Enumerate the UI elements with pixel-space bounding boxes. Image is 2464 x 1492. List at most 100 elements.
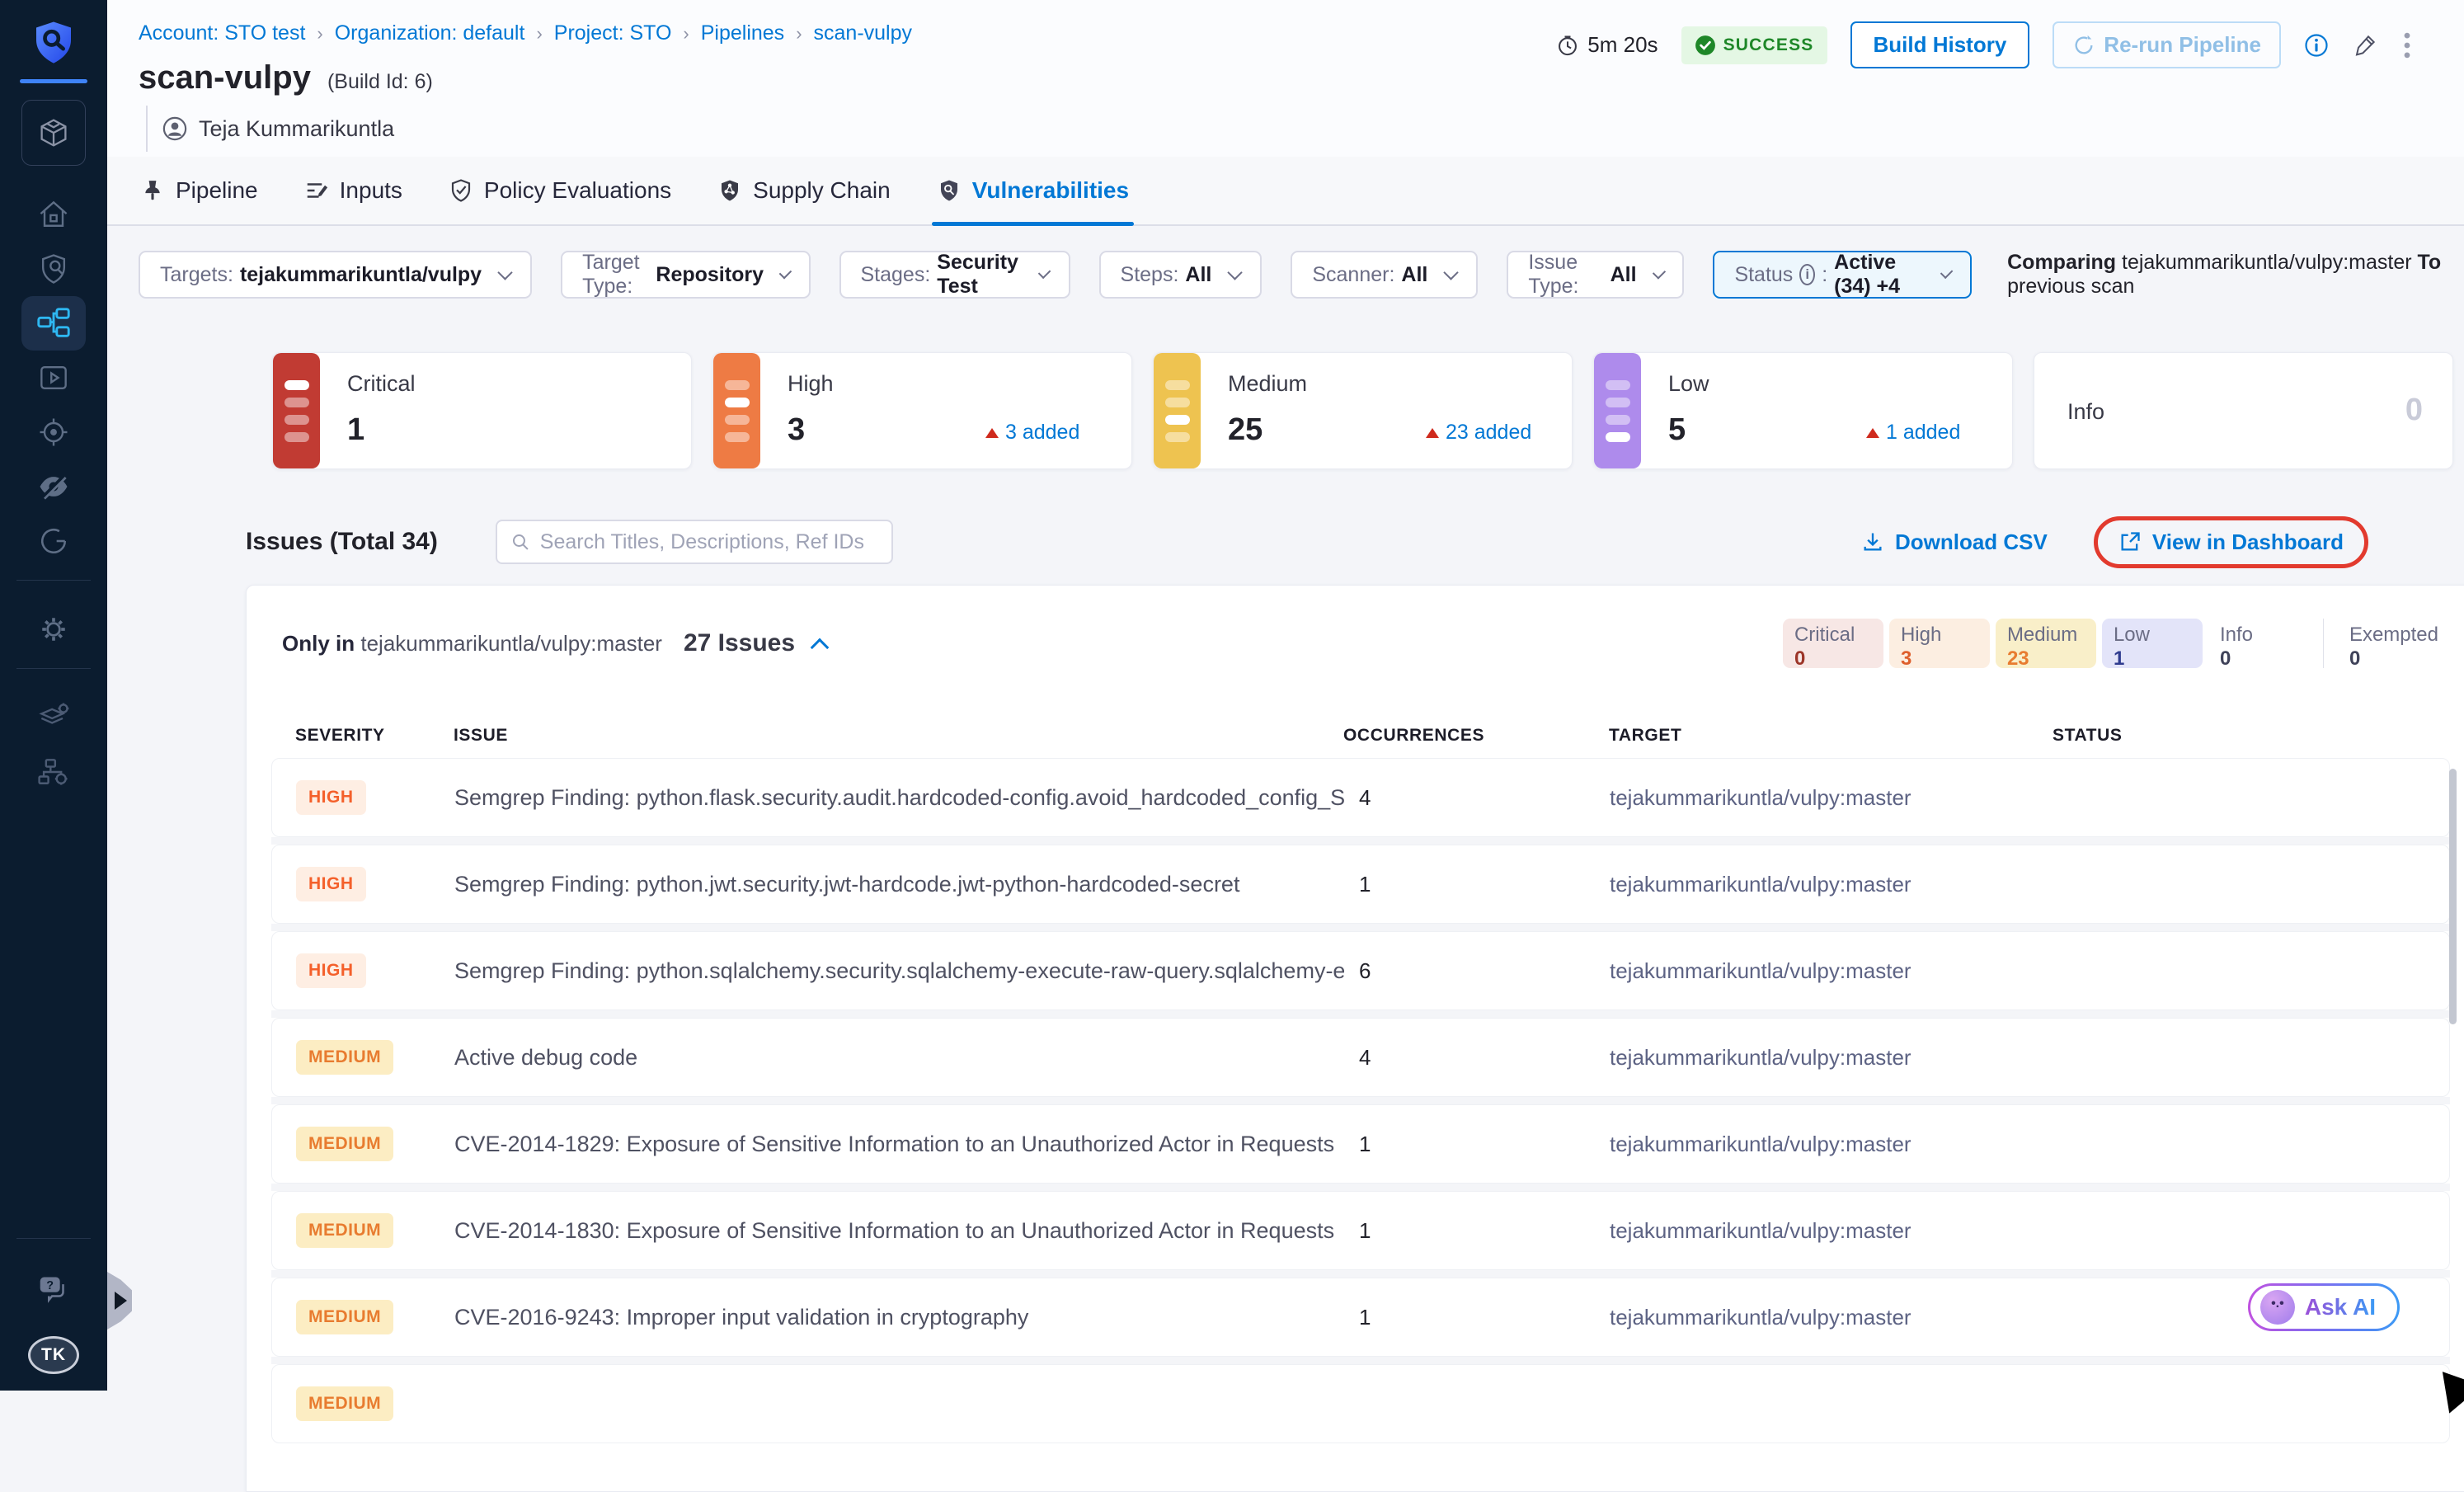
medium-added-link[interactable]: 23 added (1426, 421, 1531, 445)
download-csv-button[interactable]: Download CSV (1861, 529, 2048, 555)
issues-search[interactable] (495, 520, 893, 564)
issues-toolbar: Issues (Total 34) Download CSV View in D… (139, 515, 2369, 568)
severity-card-low[interactable]: Low 5 1 added (1593, 352, 2013, 469)
refresh-icon (2075, 35, 2093, 54)
high-added-link[interactable]: 3 added (985, 421, 1079, 445)
table-row[interactable]: HIGH Semgrep Finding: python.sqlalchemy.… (271, 931, 2450, 1010)
severity-card-high[interactable]: High 3 3 added (712, 352, 1132, 469)
shield-check-icon (451, 179, 471, 202)
harness-sto-logo[interactable] (0, 0, 107, 66)
tab-vulnerabilities[interactable]: Vulnerabilities (931, 157, 1135, 226)
info-icon[interactable] (2304, 33, 2329, 58)
table-row[interactable]: MEDIUM (271, 1364, 2450, 1443)
table-row[interactable]: MEDIUM CVE-2016-9243: Improper input val… (271, 1278, 2450, 1357)
breadcrumb-pipeline-name[interactable]: scan-vulpy (813, 21, 913, 45)
duration: 5m 20s (1556, 32, 1658, 58)
table-row[interactable]: MEDIUM CVE-2014-1830: Exposure of Sensit… (271, 1191, 2450, 1270)
filter-target-type[interactable]: Target Type: Repository (561, 251, 811, 299)
filter-scanner[interactable]: Scanner: All (1291, 251, 1479, 299)
shield-magnifier-icon (940, 180, 957, 201)
breadcrumb-account[interactable]: Account: STO test (139, 21, 306, 45)
sidebar-item-pipelines[interactable] (21, 296, 86, 351)
severity-card-medium[interactable]: Medium 25 23 added (1153, 352, 1573, 469)
breadcrumb-organization[interactable]: Organization: default (334, 21, 525, 45)
cube-icon (40, 119, 67, 147)
rerun-pipeline-button[interactable]: Re-run Pipeline (2053, 21, 2281, 68)
table-row[interactable]: HIGH Semgrep Finding: python.flask.secur… (271, 758, 2450, 837)
breadcrumb: Account: STO test › Organization: defaul… (139, 21, 912, 45)
tab-policy-evaluations[interactable]: Policy Evaluations (449, 157, 671, 224)
kebab-menu-icon[interactable] (2401, 31, 2413, 59)
author-row: Teja Kummarikuntla (146, 106, 394, 152)
sidebar-item-org-settings[interactable] (21, 745, 86, 799)
only-in-label: Only in tejakummarikuntla/vulpy:master (282, 630, 662, 656)
chevron-down-icon (1037, 266, 1051, 279)
chevron-down-icon (778, 266, 792, 279)
tab-pipeline[interactable]: Pipeline (140, 157, 258, 224)
occurrences-value: 1 (1359, 1131, 1371, 1156)
sidebar-item-home[interactable] (21, 187, 86, 242)
issue-title: Semgrep Finding: python.flask.security.a… (454, 784, 1344, 810)
severity-card-info[interactable]: Info 0 (2034, 352, 2453, 469)
build-history-button[interactable]: Build History (1850, 21, 2030, 68)
severity-badge: MEDIUM (296, 1386, 394, 1421)
table-row[interactable]: HIGH Semgrep Finding: python.jwt.securit… (271, 845, 2450, 924)
breadcrumb-project[interactable]: Project: STO (553, 21, 672, 45)
table-row[interactable]: MEDIUM CVE-2014-1829: Exposure of Sensit… (271, 1104, 2450, 1184)
filter-issue-type[interactable]: Issue Type: All (1507, 251, 1685, 299)
target-value: tejakummarikuntla/vulpy:master (1610, 958, 1911, 983)
sidebar-item-project-settings[interactable] (21, 602, 86, 657)
sidebar-item-executions[interactable] (21, 351, 86, 405)
chip-high: High 3 (1888, 619, 1990, 670)
status-badge: SUCCESS (1681, 26, 1827, 64)
view-in-dashboard-button[interactable]: View in Dashboard (2118, 529, 2344, 555)
ask-ai-button[interactable]: Ask AI (2248, 1283, 2400, 1331)
severity-badge: MEDIUM (296, 1040, 394, 1075)
help-chat-icon: ? (40, 1277, 64, 1303)
table-row[interactable]: MEDIUM Active debug code 4 tejakummariku… (271, 1018, 2450, 1097)
chevron-down-icon (1443, 264, 1460, 280)
edit-pencil-icon[interactable] (2352, 32, 2378, 59)
sidebar-item-default-settings[interactable] (21, 690, 86, 745)
tab-inputs[interactable]: Inputs (304, 157, 402, 224)
table-scrollbar[interactable] (2449, 769, 2457, 1024)
filter-stages[interactable]: Stages: Security Test (839, 251, 1070, 299)
severity-card-critical[interactable]: Critical 1 (272, 352, 692, 469)
filter-steps[interactable]: Steps: All (1098, 251, 1263, 299)
low-added-link[interactable]: 1 added (1866, 421, 1960, 445)
triangle-up-icon (1426, 427, 1439, 438)
sidebar: ? TK (0, 0, 107, 1391)
breadcrumb-pipelines[interactable]: Pipelines (700, 21, 785, 45)
external-link-icon (2121, 532, 2140, 551)
module-switcher-button[interactable] (21, 100, 86, 166)
sidebar-divider-2 (16, 668, 91, 669)
sidebar-item-help[interactable]: ? (21, 1260, 86, 1315)
user-avatar[interactable]: TK (28, 1336, 79, 1374)
chevron-down-icon (1227, 264, 1244, 280)
table-header: SEVERITY ISSUE OCCURRENCES TARGET STATUS (295, 726, 2123, 745)
issue-title: Semgrep Finding: python.sqlalchemy.secur… (454, 958, 1344, 983)
issue-title: CVE-2014-1830: Exposure of Sensitive Inf… (454, 1217, 1335, 1243)
search-input[interactable] (539, 529, 878, 554)
layers-gear-icon (39, 703, 69, 724)
filter-status[interactable]: Status i : Active (34) +4 (1713, 251, 1973, 299)
info-icon: i (1799, 264, 1816, 285)
occurrences-value: 4 (1359, 1044, 1371, 1070)
search-icon (512, 534, 529, 550)
shield-search-icon (41, 254, 66, 284)
severity-badge: MEDIUM (296, 1213, 394, 1248)
filter-targets[interactable]: Targets: tejakummarikuntla/vulpy (139, 251, 533, 299)
target-value: tejakummarikuntla/vulpy:master (1610, 1131, 1911, 1156)
sidebar-item-exemptions[interactable] (21, 459, 86, 514)
expand-arrow-icon (114, 1292, 127, 1310)
chip-divider (2322, 619, 2324, 668)
inputs-icon (307, 183, 327, 198)
target-value: tejakummarikuntla/vulpy:master (1610, 871, 1911, 897)
sidebar-item-get-started[interactable] (21, 514, 86, 568)
sidebar-item-overview[interactable] (21, 242, 86, 296)
issues-card: Only in tejakummarikuntla/vulpy:master 2… (246, 585, 2464, 1492)
collapse-chevron-up-icon[interactable] (810, 638, 830, 657)
tab-supply-chain[interactable]: Supply Chain (717, 157, 891, 224)
breadcrumb-separator: › (683, 22, 689, 44)
sidebar-item-test-targets[interactable] (21, 405, 86, 459)
